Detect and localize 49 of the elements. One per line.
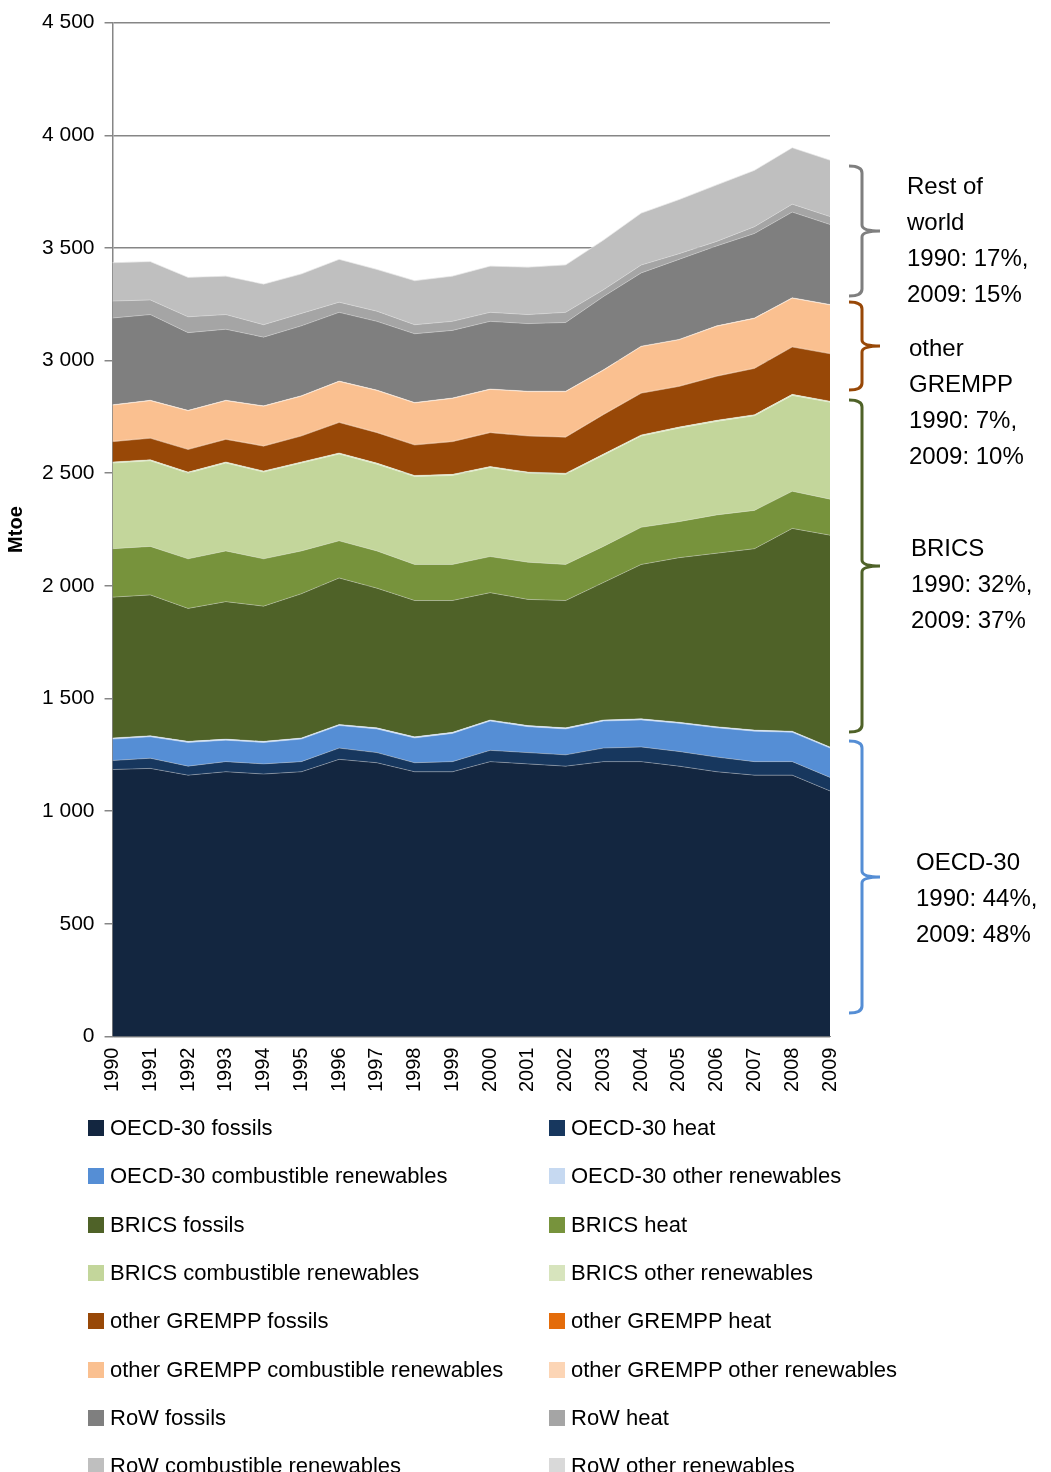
text: OECD-30 1990: 44%, 2009: 48% [916, 847, 1038, 949]
legend-label: BRICS heat [571, 1211, 688, 1238]
legend-label: OECD-30 fossils [110, 1115, 273, 1142]
y-tick-label: 500 [59, 910, 95, 934]
legend-label: other GREMPP fossils [110, 1308, 329, 1335]
legend-label: OECD-30 combustible renewables [110, 1163, 448, 1190]
legend-label: other GREMPP heat [571, 1308, 772, 1335]
legend-label: BRICS fossils [110, 1211, 245, 1238]
x-tick-label: 1994 [251, 1047, 274, 1093]
legend-label: OECD-30 heat [571, 1115, 716, 1142]
x-tick-label: 1999 [439, 1047, 462, 1093]
x-tick-label: 1996 [326, 1047, 349, 1093]
legend-label: other GREMPP other renewables [571, 1356, 898, 1383]
y-tick-label: 3 000 [41, 347, 95, 371]
y-tick-label: 2 500 [41, 460, 95, 484]
text: Rest of world 1990: 17%, 2009: 15% [907, 171, 1029, 309]
x-tick-label: 2006 [704, 1047, 727, 1093]
y-tick-label: 0 [82, 1023, 95, 1047]
x-tick-label: 2007 [741, 1047, 764, 1093]
x-tick-label: 1993 [213, 1047, 236, 1093]
legend-label: RoW fossils [110, 1404, 227, 1431]
y-tick-label: 4 500 [41, 9, 95, 33]
y-tick-label: 1 500 [41, 685, 95, 709]
x-tick-label: 2008 [779, 1047, 802, 1093]
x-tick-label: 1990 [100, 1047, 123, 1093]
x-tick-label: 2002 [553, 1047, 576, 1093]
legend-label: RoW heat [571, 1404, 669, 1431]
x-tick-label: 1995 [288, 1047, 311, 1093]
y-axis-title: Mtoe [3, 506, 26, 553]
y-tick-label: 1 000 [41, 797, 95, 821]
x-tick-label: 1998 [402, 1047, 425, 1093]
x-tick-label: 2005 [666, 1047, 689, 1093]
text: other GREMPP 1990: 7%, 2009: 10% [909, 333, 1024, 471]
x-tick-label: 2001 [515, 1047, 538, 1093]
y-tick-label: 4 000 [41, 122, 95, 146]
x-tick-label: 2004 [628, 1047, 651, 1093]
y-tick-label: 3 500 [41, 234, 95, 258]
legend-label: other GREMPP combustible renewables [110, 1356, 504, 1383]
x-tick-label: 2000 [477, 1047, 500, 1093]
x-tick-label: 2009 [817, 1047, 840, 1093]
legend-label: OECD-30 other renewables [571, 1163, 842, 1190]
x-tick-label: 1997 [364, 1047, 387, 1093]
text: BRICS 1990: 32%, 2009: 37% [911, 533, 1033, 635]
x-tick-label: 1992 [175, 1047, 198, 1093]
y-tick-label: 2 000 [41, 572, 95, 596]
x-tick-label: 2003 [590, 1047, 613, 1093]
legend-label: BRICS other renewables [571, 1260, 814, 1287]
x-tick-label: 1991 [137, 1047, 160, 1093]
legend-label: BRICS combustible renewables [110, 1260, 420, 1287]
